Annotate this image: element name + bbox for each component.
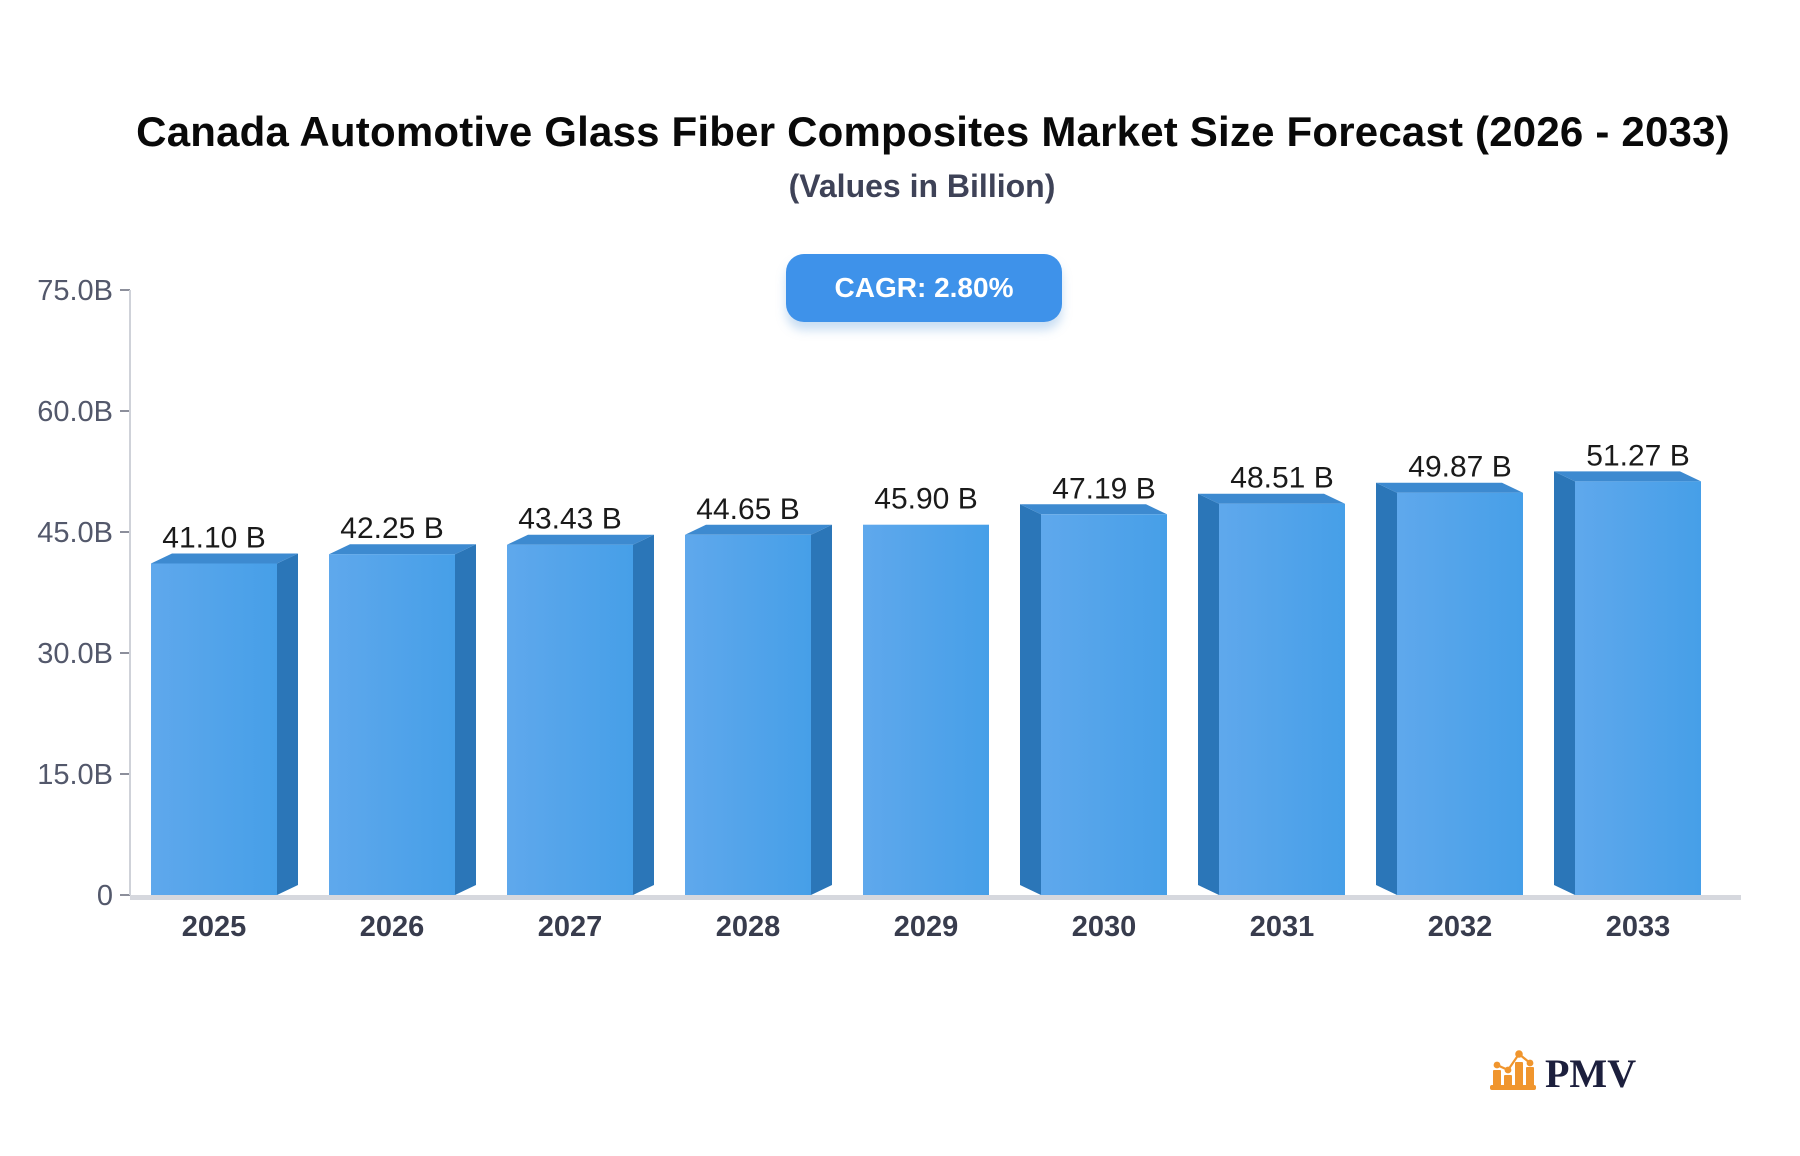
svg-text:2029: 2029 (894, 911, 959, 943)
svg-text:49.87 B: 49.87 B (1408, 451, 1511, 484)
svg-text:51.27 B: 51.27 B (1586, 439, 1689, 472)
svg-text:2027: 2027 (538, 911, 603, 943)
svg-text:43.43 B: 43.43 B (518, 503, 621, 536)
svg-text:42.25 B: 42.25 B (340, 512, 443, 545)
svg-text:15.0B: 15.0B (37, 759, 113, 791)
svg-text:75.0B: 75.0B (37, 275, 113, 307)
svg-text:45.0B: 45.0B (37, 517, 113, 549)
svg-text:2033: 2033 (1606, 911, 1671, 943)
svg-text:2031: 2031 (1250, 911, 1315, 943)
svg-text:60.0B: 60.0B (37, 396, 113, 428)
svg-text:2026: 2026 (360, 911, 425, 943)
svg-text:2028: 2028 (716, 911, 781, 943)
svg-text:44.65 B: 44.65 B (696, 493, 799, 526)
svg-text:45.90 B: 45.90 B (874, 483, 977, 516)
svg-text:47.19 B: 47.19 B (1052, 472, 1155, 505)
svg-text:2025: 2025 (182, 911, 247, 943)
svg-text:48.51 B: 48.51 B (1230, 462, 1333, 495)
svg-text:41.10 B: 41.10 B (162, 522, 265, 555)
svg-text:2030: 2030 (1072, 911, 1137, 943)
svg-text:30.0B: 30.0B (37, 638, 113, 670)
svg-text:2032: 2032 (1428, 911, 1493, 943)
svg-text:0: 0 (97, 880, 113, 912)
